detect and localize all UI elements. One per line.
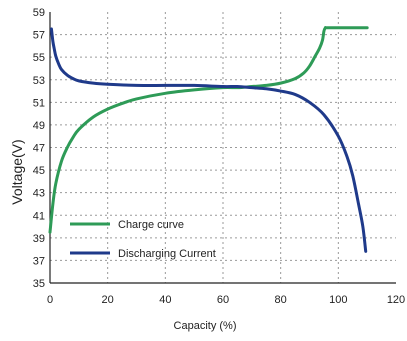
x-tick-label: 20: [102, 294, 114, 306]
x-tick-label: 0: [47, 294, 53, 306]
y-tick-label: 49: [33, 120, 45, 132]
y-axis-title: Voltage(V): [9, 139, 25, 204]
x-tick-label: 120: [387, 294, 405, 306]
y-tick-label: 35: [33, 278, 45, 290]
y-tick-label: 45: [33, 165, 45, 177]
y-tick-label: 55: [33, 52, 45, 64]
y-tick-label: 53: [33, 75, 45, 87]
y-tick-label: 59: [33, 7, 45, 19]
x-tick-labels: 0 20 40 60 80 100 120: [47, 294, 405, 306]
x-tick-label: 40: [159, 294, 171, 306]
x-tick-label: 60: [217, 294, 229, 306]
y-tick-label: 51: [33, 97, 45, 109]
legend-label-charge: Charge curve: [118, 219, 184, 231]
y-tick-label: 43: [33, 188, 45, 200]
discharge-curve-line: [49, 27, 368, 253]
series-lines: [48, 26, 369, 253]
y-tick-label: 39: [33, 233, 45, 245]
y-tick-labels: 35 37 39 41 43 45 47 49 51 53 55 57 59: [33, 7, 45, 290]
axes: [49, 12, 396, 284]
x-tick-label: 100: [329, 294, 347, 306]
y-tick-label: 47: [33, 143, 45, 155]
y-tick-label: 57: [33, 30, 45, 42]
x-tick-label: 80: [275, 294, 287, 306]
legend: Charge curve Discharging Current: [70, 219, 216, 260]
x-axis-title: Capacity (%): [174, 320, 237, 332]
grid-lines: [50, 12, 396, 283]
y-tick-label: 41: [33, 210, 45, 222]
y-tick-label: 37: [33, 255, 45, 267]
legend-label-discharge: Discharging Current: [118, 248, 216, 260]
